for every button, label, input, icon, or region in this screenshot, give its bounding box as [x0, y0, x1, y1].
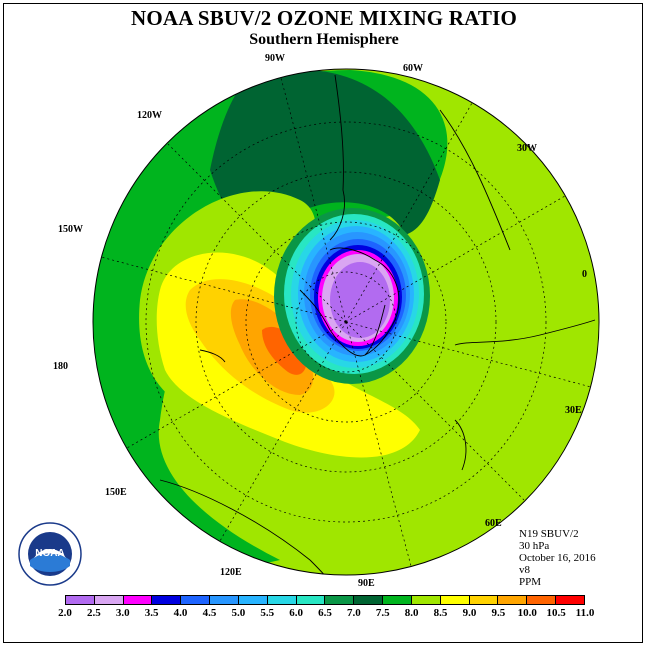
- lon-label-180: 180: [53, 361, 68, 372]
- legend-swatch: [94, 596, 124, 604]
- coast-australia: [159, 479, 336, 575]
- coastlines: [159, 74, 596, 575]
- lon-label-60w: 60W: [403, 63, 423, 74]
- legend-swatch: [267, 596, 297, 604]
- legend-tick-label: 9.0: [462, 607, 477, 619]
- lon-label-90e: 90E: [358, 578, 375, 589]
- legend-tick-label: 8.0: [404, 607, 419, 619]
- legend-tick-label: 6.0: [289, 607, 303, 619]
- legend-tick-label: 7.0: [347, 607, 361, 619]
- info-satellite: N19 SBUV/2: [519, 528, 579, 540]
- legend-tick-label: 5.5: [260, 607, 275, 619]
- info-units: PPM: [519, 576, 542, 588]
- legend-swatch: [123, 596, 153, 604]
- lon-label-120w: 120W: [137, 110, 162, 121]
- legend-tick-label: 10.0: [517, 607, 537, 619]
- legend-swatch: [296, 596, 326, 604]
- field-max-region: [262, 326, 307, 375]
- color-legend: 2.0 2.5 3.0 3.5 4.0 4.5 5.0 5.5 6.0 6.5 7.0 7.5 8.0 8…: [58, 595, 594, 621]
- map-boundary: [92, 68, 600, 576]
- legend-tick-label: 5.0: [231, 607, 246, 619]
- legend-swatch: [66, 596, 95, 604]
- legend-tick-label: 2.0: [58, 607, 72, 619]
- legend-tick-label: 3.5: [144, 607, 159, 619]
- lon-label-150e: 150E: [105, 487, 127, 498]
- legend-tick-label: 3.0: [115, 607, 130, 619]
- legend-swatch: [527, 596, 557, 604]
- lon-label-120e: 120E: [220, 567, 242, 578]
- figure-frame: [3, 3, 643, 643]
- coast-africa: [454, 319, 596, 346]
- legend-swatch: [210, 596, 239, 604]
- hole-core: [330, 262, 390, 338]
- legend-swatch: [238, 596, 268, 604]
- meridians: [100, 77, 592, 567]
- legend-tick-label: 2.5: [87, 607, 101, 619]
- legend-tick-label: 9.5: [491, 607, 506, 619]
- lon-label-30w: 30W: [517, 143, 537, 154]
- legend-tick-label: 10.5: [546, 607, 566, 619]
- legend-swatch: [411, 596, 441, 604]
- map-subtitle: Southern Hemisphere: [249, 31, 399, 48]
- legend-tick-label: 4.0: [173, 607, 188, 619]
- legend-swatch: [181, 596, 211, 604]
- map-title: NOAA SBUV/2 OZONE MIXING RATIO: [131, 6, 517, 30]
- noaa-logo: NOAA: [18, 522, 82, 586]
- legend-swatch: [383, 596, 412, 604]
- coast-new-zealand: [199, 349, 226, 363]
- coast-antarctica-west: [299, 289, 386, 357]
- legend-tick-label: 6.5: [318, 607, 332, 619]
- latitude-circles: [145, 121, 547, 523]
- legend-tick-label: 4.5: [202, 607, 217, 619]
- coast-antarctica-east: [329, 247, 400, 356]
- lon-label-30e: 30E: [565, 405, 582, 416]
- lon-label-150w: 150W: [58, 224, 83, 235]
- legend-tick-label: 8.5: [433, 607, 448, 619]
- legend-swatch: [152, 596, 182, 604]
- legend-swatch: [440, 596, 470, 604]
- info-level: 30 hPa: [519, 540, 550, 552]
- logo-text: NOAA: [35, 548, 64, 559]
- lon-label-60e: 60E: [485, 518, 502, 529]
- legend-swatch: [498, 596, 528, 604]
- lon-label-0: 0: [582, 269, 587, 280]
- lon-label-90w: 90W: [265, 53, 285, 64]
- legend-labels: 2.0 2.5 3.0 3.5 4.0 4.5 5.0 5.5 6.0 6.5 7.0 7.5 8.0 8…: [58, 607, 594, 621]
- legend-tick-label: 7.5: [375, 607, 390, 619]
- legend-swatch: [325, 596, 355, 604]
- legend-swatch: [469, 596, 499, 604]
- legend-colorbar: [65, 595, 585, 605]
- info-date: October 16, 2016: [519, 552, 596, 564]
- info-block: N19 SBUV/2 30 hPa October 16, 2016 v8 PP…: [519, 528, 596, 588]
- coast-south-atlantic: [439, 109, 511, 251]
- legend-swatch: [556, 596, 584, 604]
- coast-south-america: [329, 74, 345, 241]
- info-version: v8: [519, 564, 530, 576]
- legend-tick-label: 11.0: [575, 607, 595, 619]
- legend-swatch: [354, 596, 384, 604]
